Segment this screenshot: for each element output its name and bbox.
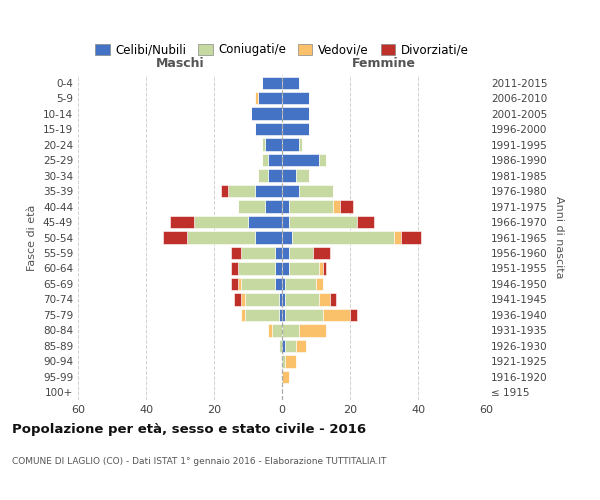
Bar <box>286 340 296 352</box>
Legend: Celibi/Nubili, Coniugati/e, Vedovi/e, Divorziati/e: Celibi/Nubili, Coniugati/e, Vedovi/e, Di… <box>91 38 473 61</box>
Bar <box>299 185 333 198</box>
Bar <box>238 200 265 212</box>
Bar <box>255 92 258 104</box>
Bar <box>258 170 268 182</box>
Bar <box>282 262 289 274</box>
Bar <box>289 200 333 212</box>
Bar <box>299 324 326 336</box>
Bar <box>272 324 282 336</box>
Bar <box>340 200 353 212</box>
Bar <box>170 216 194 228</box>
Bar <box>231 247 241 259</box>
Bar <box>282 108 309 120</box>
Bar <box>163 232 187 243</box>
Bar <box>282 154 319 166</box>
Bar <box>292 232 394 243</box>
Bar <box>333 200 340 212</box>
Bar <box>350 308 357 321</box>
Bar <box>329 293 337 306</box>
Bar <box>187 232 255 243</box>
Bar <box>282 355 286 368</box>
Bar <box>323 262 326 274</box>
Bar <box>268 154 282 166</box>
Bar <box>286 293 319 306</box>
Bar <box>262 154 268 166</box>
Bar <box>245 293 278 306</box>
Y-axis label: Fasce di età: Fasce di età <box>28 204 37 270</box>
Text: Maschi: Maschi <box>155 58 205 70</box>
Bar <box>289 216 357 228</box>
Bar <box>282 76 299 89</box>
Bar <box>238 262 275 274</box>
Bar <box>286 308 323 321</box>
Bar <box>282 324 299 336</box>
Bar <box>323 308 350 321</box>
Bar <box>313 247 329 259</box>
Text: Popolazione per età, sesso e stato civile - 2016: Popolazione per età, sesso e stato civil… <box>12 422 366 436</box>
Bar <box>235 293 241 306</box>
Bar <box>194 216 248 228</box>
Bar <box>231 278 238 290</box>
Bar <box>241 278 275 290</box>
Bar <box>282 232 292 243</box>
Bar <box>282 340 286 352</box>
Bar <box>241 247 275 259</box>
Bar <box>248 216 282 228</box>
Bar <box>319 154 326 166</box>
Bar <box>258 92 282 104</box>
Bar <box>401 232 421 243</box>
Bar <box>282 370 289 383</box>
Bar <box>255 185 282 198</box>
Bar <box>275 262 282 274</box>
Bar <box>231 262 238 274</box>
Bar <box>262 138 265 151</box>
Bar <box>282 200 289 212</box>
Bar <box>275 247 282 259</box>
Y-axis label: Anni di nascita: Anni di nascita <box>554 196 564 279</box>
Bar <box>282 247 289 259</box>
Bar <box>286 355 296 368</box>
Bar <box>282 123 309 136</box>
Bar <box>296 340 306 352</box>
Bar <box>282 138 299 151</box>
Bar <box>282 308 286 321</box>
Bar <box>357 216 374 228</box>
Bar <box>278 308 282 321</box>
Bar <box>316 278 323 290</box>
Bar <box>227 185 255 198</box>
Bar <box>299 138 302 151</box>
Bar <box>265 138 282 151</box>
Bar <box>282 185 299 198</box>
Bar <box>319 262 323 274</box>
Bar <box>268 170 282 182</box>
Bar <box>245 308 278 321</box>
Bar <box>268 324 272 336</box>
Bar <box>289 262 319 274</box>
Bar <box>282 216 289 228</box>
Bar <box>255 123 282 136</box>
Bar <box>282 278 286 290</box>
Bar <box>282 293 286 306</box>
Bar <box>282 92 309 104</box>
Bar <box>282 170 296 182</box>
Bar <box>286 278 316 290</box>
Bar <box>278 340 282 352</box>
Bar <box>278 293 282 306</box>
Bar <box>241 308 245 321</box>
Text: COMUNE DI LAGLIO (CO) - Dati ISTAT 1° gennaio 2016 - Elaborazione TUTTITALIA.IT: COMUNE DI LAGLIO (CO) - Dati ISTAT 1° ge… <box>12 458 386 466</box>
Bar <box>255 232 282 243</box>
Bar <box>296 170 309 182</box>
Bar <box>262 76 282 89</box>
Bar <box>221 185 227 198</box>
Bar <box>275 278 282 290</box>
Bar <box>394 232 401 243</box>
Bar <box>319 293 329 306</box>
Bar <box>251 108 282 120</box>
Bar <box>289 247 313 259</box>
Bar <box>265 200 282 212</box>
Bar <box>241 293 245 306</box>
Bar <box>238 278 241 290</box>
Text: Femmine: Femmine <box>352 58 416 70</box>
